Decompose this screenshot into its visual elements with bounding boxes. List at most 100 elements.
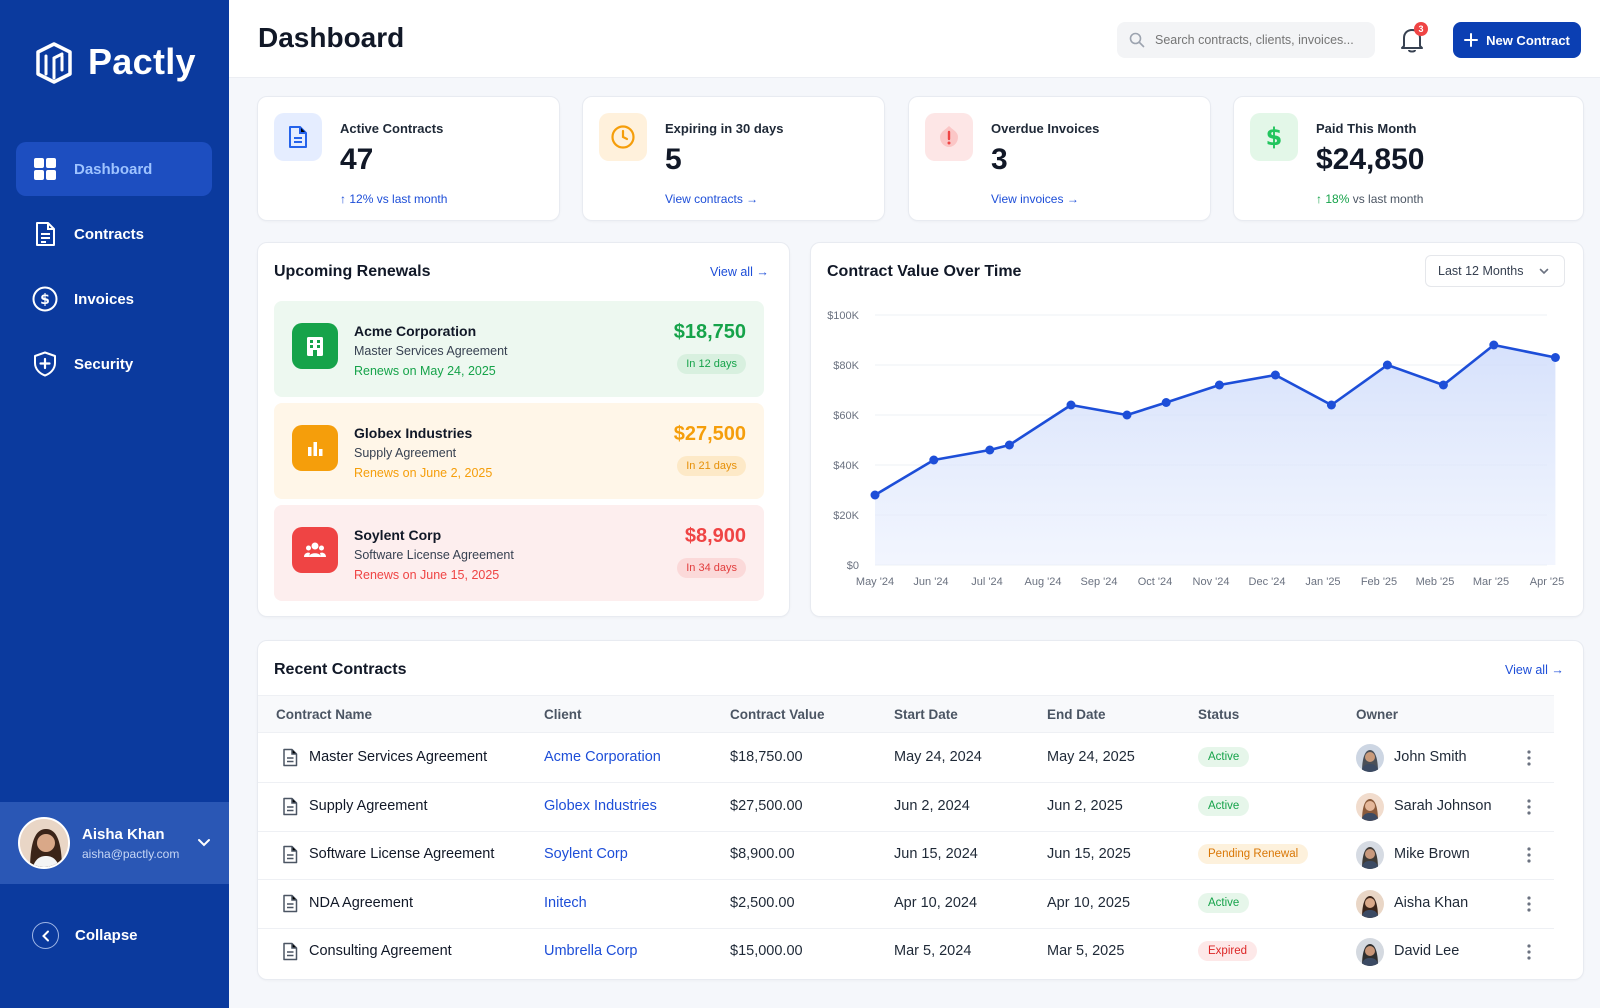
document-icon <box>283 748 298 767</box>
data-point <box>1214 380 1224 390</box>
start-date: Jun 2, 2024 <box>894 797 970 814</box>
client-link[interactable]: Soylent Corp <box>544 846 628 862</box>
column-header[interactable]: Contract Name <box>276 707 373 722</box>
more-options-icon[interactable] <box>1524 748 1534 768</box>
x-tick-label: Nov '24 <box>1193 576 1230 588</box>
user-email: aisha@pactly.com <box>82 846 180 861</box>
client-link[interactable]: Acme Corporation <box>544 749 661 765</box>
y-tick-label: $20K <box>833 510 859 522</box>
end-date: Jun 2, 2025 <box>1047 797 1123 814</box>
chevron-down-icon <box>1540 268 1549 274</box>
new-contract-button[interactable]: New Contract <box>1453 22 1581 58</box>
grid-icon <box>32 156 58 182</box>
more-options-icon[interactable] <box>1524 797 1534 817</box>
user-name: Aisha Khan <box>82 825 165 843</box>
stat-card-expiring[interactable]: Expiring in 30 days 5 View contracts → <box>582 96 885 221</box>
view-contracts-link[interactable]: View contracts → <box>665 192 759 206</box>
stat-card-active-contracts[interactable]: Active Contracts 47 ↑ 12% vs last month <box>257 96 560 221</box>
contract-value: $18,750.00 <box>730 749 803 765</box>
table-row[interactable]: Supply Agreement Globex Industries $27,500… <box>258 783 1554 832</box>
view-invoices-link[interactable]: View invoices → <box>991 192 1079 206</box>
x-tick-label: Aug '24 <box>1025 576 1062 588</box>
data-point <box>1550 353 1560 362</box>
x-tick-label: Feb '25 <box>1361 576 1397 588</box>
renewal-client: Acme Corporation <box>354 323 477 339</box>
chevron-down-icon[interactable] <box>197 838 211 848</box>
sidebar-item-dashboard[interactable]: Dashboard <box>16 142 212 196</box>
client-link[interactable]: Initech <box>544 894 587 911</box>
date-range-select[interactable]: Last 12 Months <box>1425 255 1565 287</box>
user-menu[interactable]: Aisha Khan aisha@pactly.com <box>0 802 229 884</box>
series-area <box>875 345 1556 565</box>
column-header[interactable]: Owner <box>1356 707 1399 722</box>
table-row[interactable]: Consulting Agreement Umbrella Corp $15,000… <box>258 928 1554 977</box>
stat-trend: ↑ 12% vs last month <box>340 192 447 206</box>
document-icon <box>283 942 298 961</box>
end-date: Jun 15, 2025 <box>1047 846 1131 862</box>
contract-name[interactable]: Software License Agreement <box>309 846 495 862</box>
dollar-icon: $ <box>1250 113 1298 161</box>
more-options-icon[interactable] <box>1524 845 1534 865</box>
sidebar-item-label: Security <box>74 355 134 373</box>
end-date: May 24, 2025 <box>1047 749 1135 765</box>
column-header[interactable]: Client <box>544 707 582 722</box>
notifications-button[interactable]: 3 <box>1399 22 1428 54</box>
column-header[interactable]: Status <box>1198 707 1240 722</box>
status-badge: Active <box>1198 795 1250 816</box>
search-input[interactable] <box>1155 33 1360 47</box>
table-row[interactable]: NDA Agreement Initech $2,500.00 Apr 10, 202… <box>258 880 1554 929</box>
avatar <box>1356 841 1384 869</box>
sidebar-item-invoices[interactable]: $ Invoices <box>16 272 212 326</box>
client-link[interactable]: Globex Industries <box>544 797 657 814</box>
logo-icon <box>36 42 72 84</box>
stat-card-overdue-invoices[interactable]: Overdue Invoices 3 View invoices → <box>908 96 1211 221</box>
contract-name[interactable]: NDA Agreement <box>309 894 413 911</box>
contract-value: $15,000.00 <box>730 943 803 959</box>
recent-contracts-panel: Recent Contracts View all → Contract Nam… <box>257 640 1584 980</box>
renewals-view-all-link[interactable]: View all → <box>710 265 769 279</box>
column-header[interactable]: Contract Value <box>730 707 825 722</box>
x-tick-label: May '24 <box>856 576 894 588</box>
renewal-days-badge: In 21 days <box>677 456 746 476</box>
sidebar-item-security[interactable]: Security <box>16 337 212 391</box>
contract-name[interactable]: Consulting Agreement <box>309 943 452 959</box>
svg-text:$: $ <box>40 292 50 308</box>
search-icon <box>1129 32 1145 48</box>
owner-name: Sarah Johnson <box>1394 797 1492 814</box>
column-header[interactable]: End Date <box>1047 707 1106 722</box>
stat-card-paid-this-month[interactable]: $ Paid This Month $24,850 ↑ 18% vs last … <box>1233 96 1584 221</box>
table-row[interactable]: Software License Agreement Soylent Corp $8… <box>258 831 1554 880</box>
stat-label: Overdue Invoices <box>991 121 1100 136</box>
building-icon <box>292 323 338 369</box>
search-box[interactable] <box>1117 22 1375 58</box>
renewal-item-globex[interactable]: Globex Industries Supply Agreement Renew… <box>274 403 764 499</box>
owner-name: David Lee <box>1394 943 1460 959</box>
column-header[interactable]: Start Date <box>894 707 958 722</box>
data-point <box>1326 400 1336 410</box>
recent-view-all-link[interactable]: View all → <box>1505 663 1564 677</box>
contract-name[interactable]: Master Services Agreement <box>309 749 488 765</box>
renewal-item-soylent[interactable]: Soylent Corp Software License Agreement … <box>274 505 764 601</box>
sidebar: Pactly Dashboard Contracts $ Invoices Se… <box>0 0 229 1008</box>
sidebar-item-contracts[interactable]: Contracts <box>16 207 212 261</box>
contract-name[interactable]: Supply Agreement <box>309 797 428 814</box>
avatar <box>1356 792 1384 821</box>
more-options-icon[interactable] <box>1524 942 1534 962</box>
logo[interactable]: Pactly <box>32 40 196 84</box>
renewal-item-acme[interactable]: Acme Corporation Master Services Agreeme… <box>274 301 764 397</box>
data-point <box>929 455 939 465</box>
start-date: Apr 10, 2024 <box>894 894 978 911</box>
x-tick-label: Meb '25 <box>1416 576 1455 588</box>
client-link[interactable]: Umbrella Corp <box>544 943 638 959</box>
x-tick-label: Dec '24 <box>1249 576 1286 588</box>
data-point <box>1489 340 1499 350</box>
table-header: Contract Name Client Contract Value Star… <box>258 695 1554 733</box>
table-row[interactable]: Master Services Agreement Acme Corporatio… <box>258 734 1554 783</box>
clock-icon <box>599 113 647 161</box>
renewal-date: Renews on May 24, 2025 <box>354 364 496 378</box>
sidebar-item-label: Contracts <box>74 225 145 243</box>
collapse-button[interactable]: Collapse <box>32 922 138 949</box>
avatar <box>1356 889 1384 918</box>
start-date: Jun 15, 2024 <box>894 846 978 862</box>
more-options-icon[interactable] <box>1524 894 1534 914</box>
